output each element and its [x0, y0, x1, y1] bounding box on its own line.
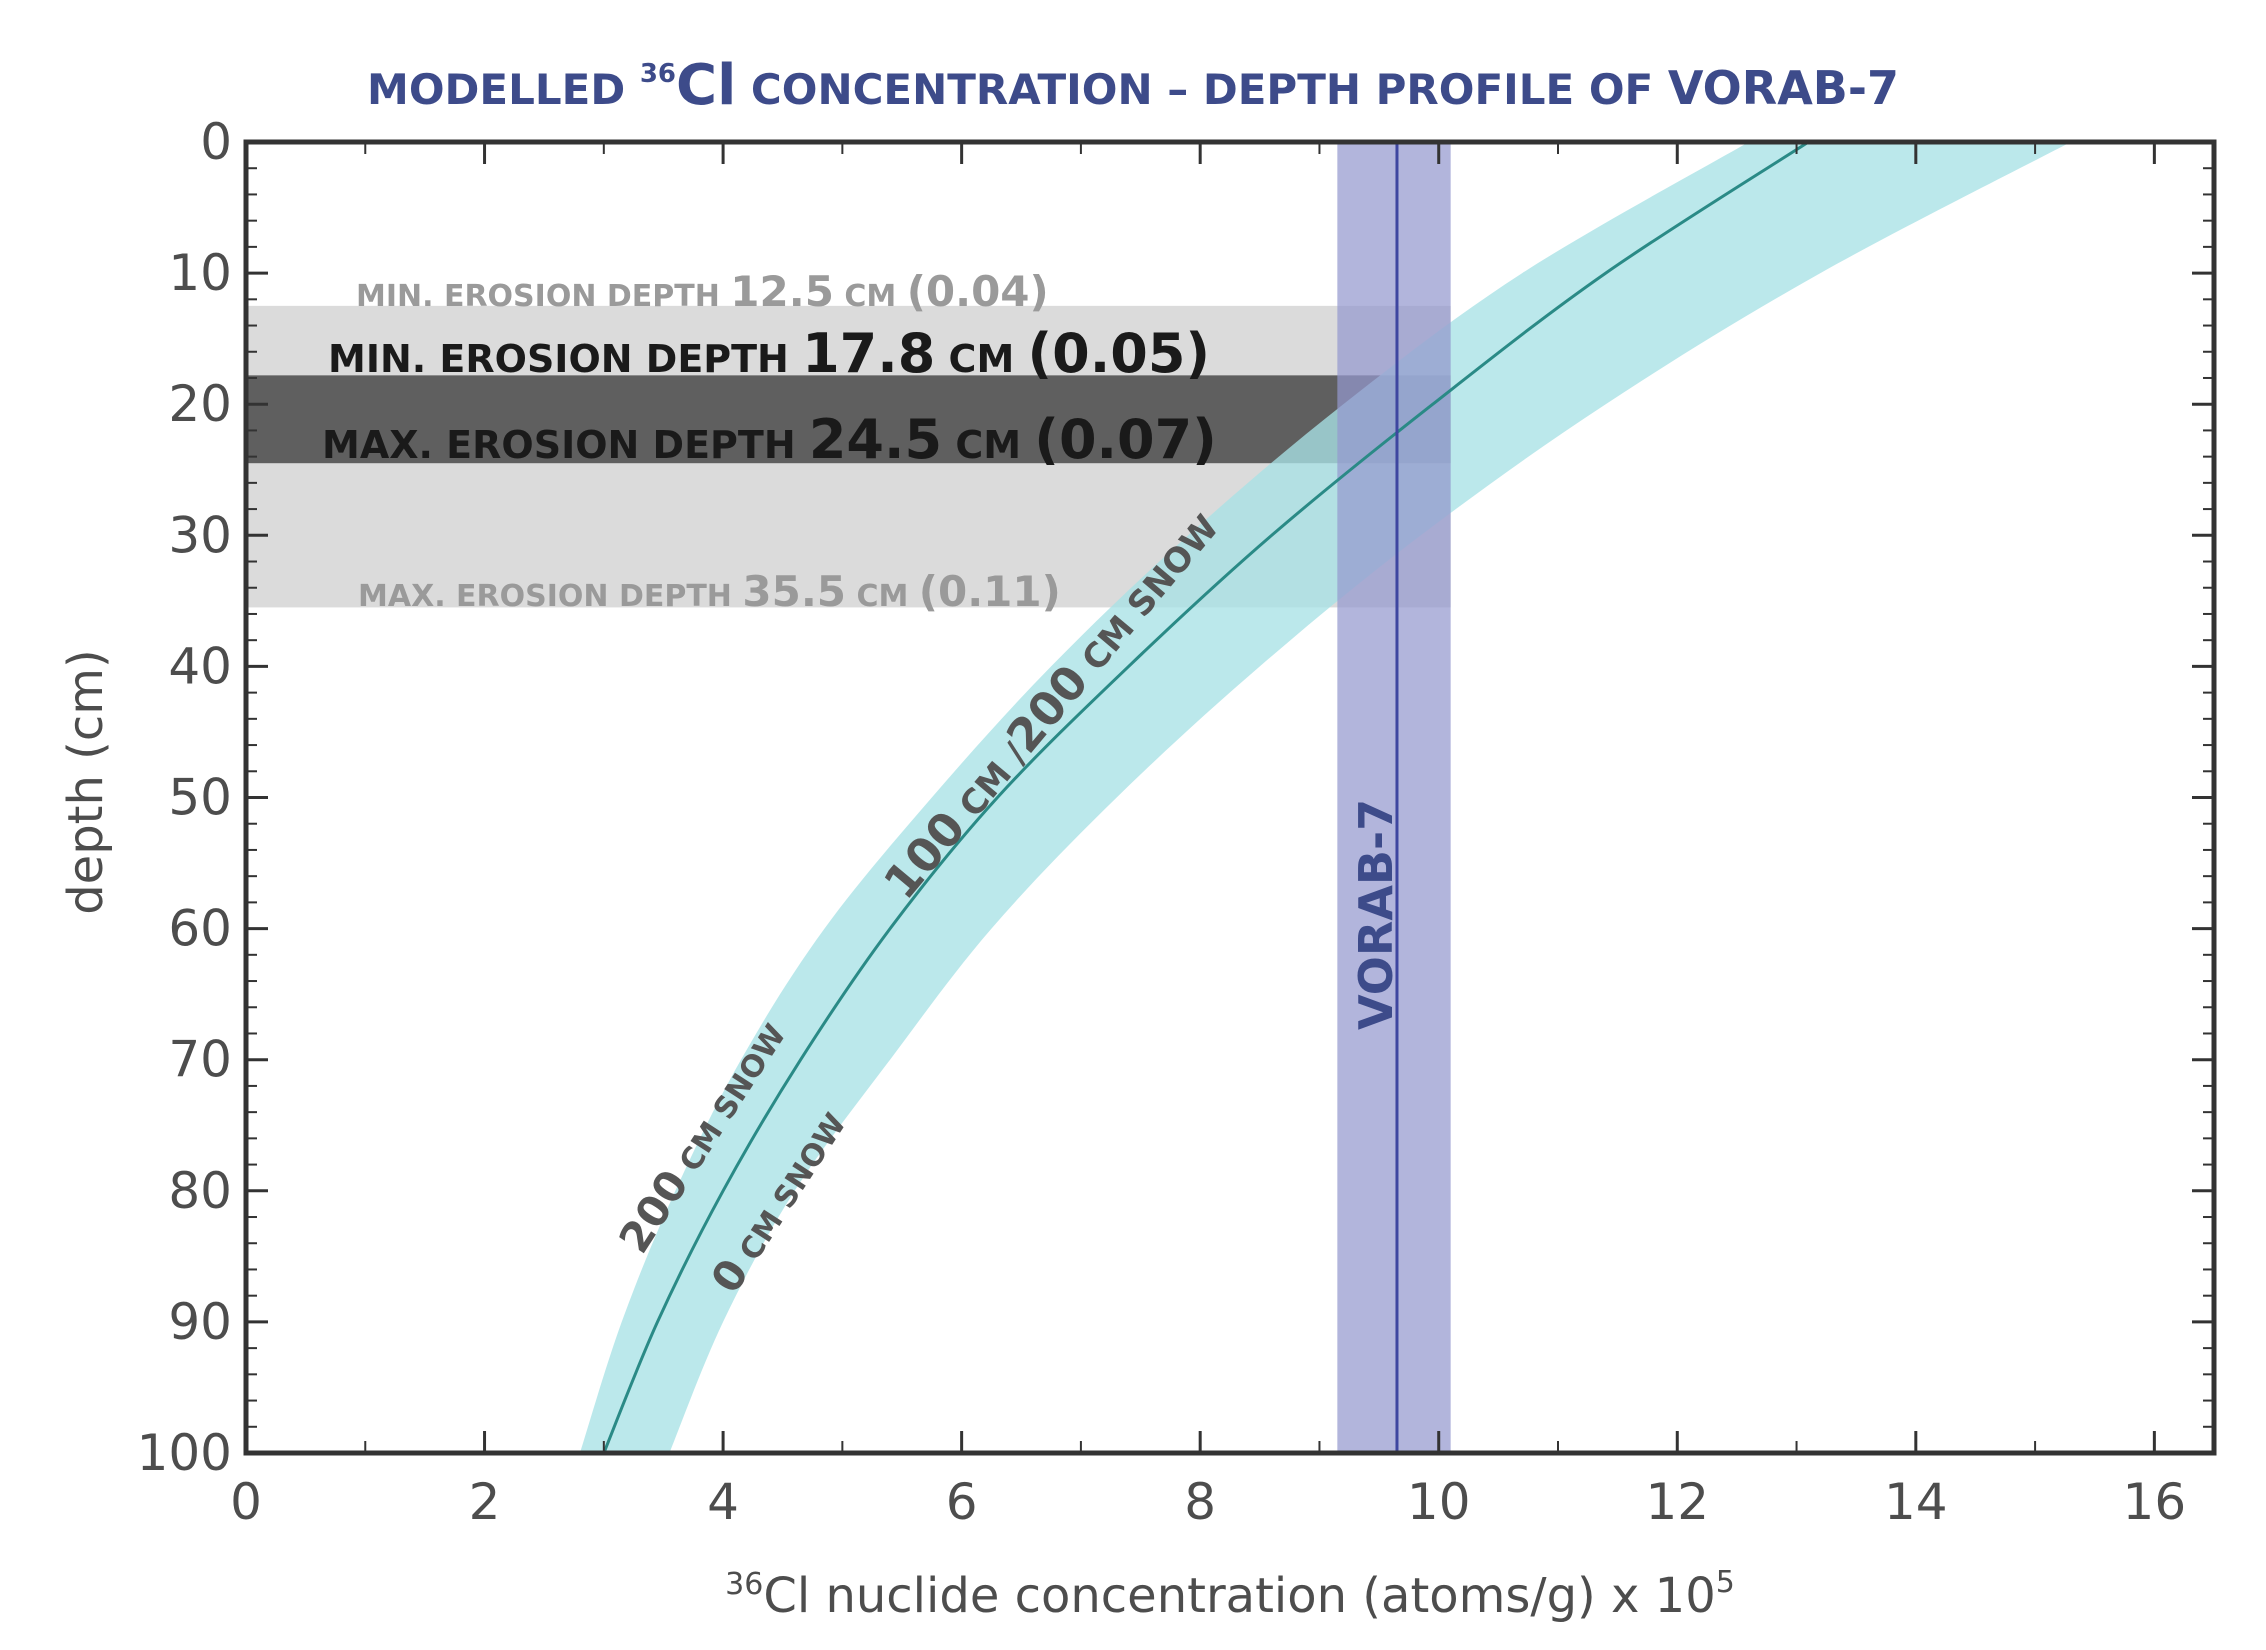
y-axis-label: depth (cm) [58, 649, 114, 915]
x-tick-label: 6 [946, 1473, 978, 1531]
max-inner-pre: MAX. EROSION DEPTH [322, 423, 809, 467]
x-axis-label: 36Cl nuclide concentration (atoms/g) x 1… [725, 1565, 1735, 1624]
y-tick-label: 80 [168, 1162, 232, 1220]
x-tick-label: 8 [1184, 1473, 1216, 1531]
max-erosion-outer-label: MAX. EROSION DEPTH 35.5 CM (0.11) [358, 567, 1061, 616]
x-tick-label: 4 [707, 1473, 739, 1531]
y-tick-label: 50 [168, 769, 232, 827]
sample-vorab7-label: VORAB-7 [1349, 799, 1403, 1030]
erosion-range-inner [246, 375, 1451, 464]
y-tick-label: 0 [200, 113, 232, 171]
max-outer-value: 35.5 [742, 567, 846, 616]
vorab7-uncertainty-band [1337, 142, 1451, 1453]
title-element: Cl [676, 53, 736, 118]
max-erosion-inner-label: MAX. EROSION DEPTH 24.5 CM (0.07) [322, 408, 1217, 471]
modelled-profile-line [602, 142, 1810, 1453]
y-tick-label: 10 [168, 244, 232, 302]
title-superscript: 36 [640, 59, 676, 89]
max-inner-ratio: (0.07) [1034, 408, 1217, 471]
max-outer-unit: CM [846, 579, 919, 614]
y-tick-label: 100 [137, 1424, 232, 1482]
min-outer-ratio: (0.04) [907, 267, 1049, 316]
x-tick-label: 16 [2123, 1473, 2187, 1531]
min-inner-value: 17.8 [802, 322, 935, 385]
title-pre: MODELLED [367, 65, 640, 114]
y-tick-label: 30 [168, 506, 232, 564]
x-label-exponent: 5 [1716, 1565, 1735, 1600]
y-tick-label: 70 [168, 1031, 232, 1089]
x-tick-label: 14 [1884, 1473, 1948, 1531]
x-tick-label: 12 [1645, 1473, 1709, 1531]
x-label-superscript: 36 [725, 1567, 763, 1602]
min-inner-pre: MIN. EROSION DEPTH [328, 337, 802, 381]
x-label-text: Cl nuclide concentration (atoms/g) x 10 [763, 1568, 1715, 1624]
title-post: CONCENTRATION – DEPTH PROFILE OF [736, 65, 1668, 114]
max-outer-ratio: (0.11) [919, 567, 1061, 616]
min-outer-value: 12.5 [730, 267, 834, 316]
max-inner-unit: CM [942, 423, 1034, 467]
min-erosion-inner-label: MIN. EROSION DEPTH 17.8 CM (0.05) [328, 322, 1210, 385]
y-tick-label: 40 [168, 637, 232, 695]
chart-title: MODELLED 36Cl CONCENTRATION – DEPTH PROF… [367, 53, 1899, 118]
x-tick-label: 0 [230, 1473, 262, 1531]
x-tick-label: 10 [1407, 1473, 1471, 1531]
title-sample: VORAB-7 [1668, 61, 1899, 115]
axis-ticks: 0 2 4 6 8 10 12 14 16 0 10 20 30 40 50 60 70 80 90 100 [137, 113, 2214, 1531]
y-tick-label: 60 [168, 900, 232, 958]
min-outer-unit: CM [834, 279, 907, 314]
y-tick-label: 20 [168, 375, 232, 433]
min-outer-pre: MIN. EROSION DEPTH [356, 279, 730, 314]
max-inner-value: 24.5 [809, 408, 942, 471]
max-outer-pre: MAX. EROSION DEPTH [358, 579, 742, 614]
min-inner-ratio: (0.05) [1028, 322, 1211, 385]
min-erosion-outer-label: MIN. EROSION DEPTH 12.5 CM (0.04) [356, 267, 1049, 316]
y-tick-label: 90 [168, 1293, 232, 1351]
x-tick-label: 2 [469, 1473, 501, 1531]
min-inner-unit: CM [935, 337, 1027, 381]
